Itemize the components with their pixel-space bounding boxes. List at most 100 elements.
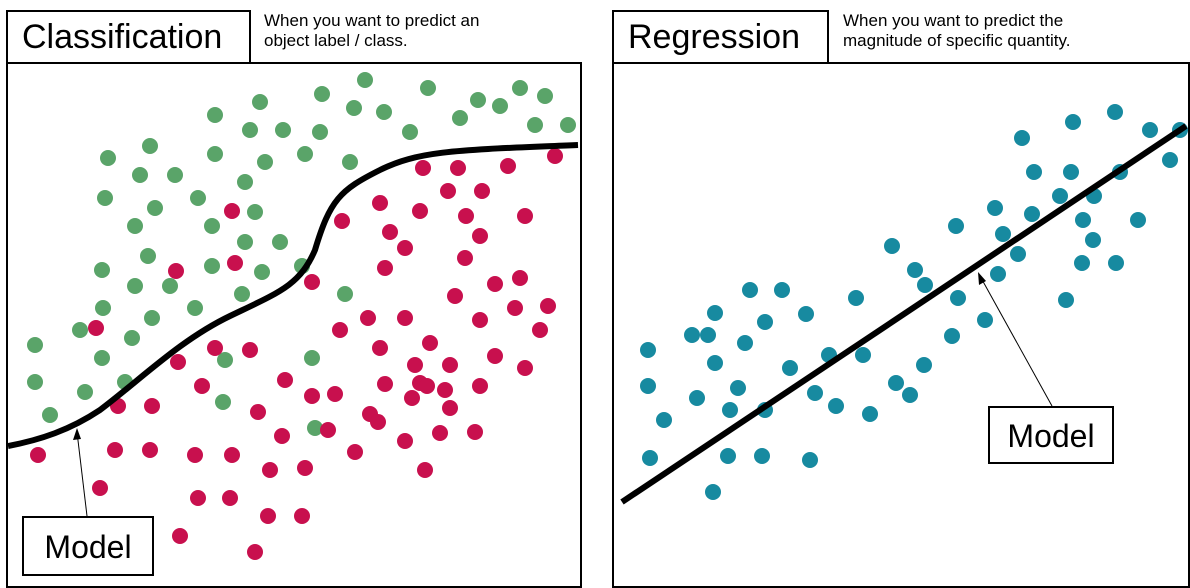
regression-plot-frame [612,62,1190,588]
class-a-point [527,117,543,133]
regression-point [754,448,770,464]
regression-point [640,342,656,358]
regression-point [916,357,932,373]
regression-point [737,335,753,351]
class-a-point [204,218,220,234]
class-b-point [142,442,158,458]
class-a-point [242,122,258,138]
regression-point [987,200,1003,216]
regression-point [1063,164,1079,180]
classification-points [27,72,576,560]
class-a-point [72,322,88,338]
class-b-point [404,390,420,406]
class-b-point [332,322,348,338]
class-b-point [304,274,320,290]
class-a-point [420,80,436,96]
class-a-point [376,104,392,120]
regression-point [1074,255,1090,271]
class-a-point [314,86,330,102]
regression-point [707,305,723,321]
regression-point [1107,104,1123,120]
class-a-point [560,117,576,133]
class-b-point [224,447,240,463]
class-a-point [162,278,178,294]
class-b-point [224,203,240,219]
class-a-point [512,80,528,96]
class-b-point [107,442,123,458]
regression-point [848,290,864,306]
regression-point [798,306,814,322]
class-a-point [187,300,203,316]
regression-point [720,448,736,464]
regression-point [990,266,1006,282]
class-b-point [168,263,184,279]
classification-description: When you want to predict an object label… [264,11,480,50]
class-b-point [447,288,463,304]
class-a-point [247,204,263,220]
class-a-point [452,110,468,126]
class-b-point [472,228,488,244]
class-b-point [294,508,310,524]
class-b-point [190,490,206,506]
class-b-point [458,208,474,224]
regression-point [1052,188,1068,204]
class-b-point [487,276,503,292]
class-b-point [517,208,533,224]
regression-point [944,328,960,344]
class-b-point [417,462,433,478]
class-a-point [207,107,223,123]
class-a-point [275,122,291,138]
class-b-point [377,260,393,276]
class-a-point [234,286,250,302]
class-b-point [467,424,483,440]
regression-point [1026,164,1042,180]
class-a-point [127,218,143,234]
class-b-point [372,195,388,211]
class-b-point [370,414,386,430]
class-a-point [95,300,111,316]
regression-point [884,238,900,254]
class-a-point [97,190,113,206]
class-a-point [77,384,93,400]
class-b-point [334,213,350,229]
class-b-point [432,425,448,441]
class-b-point [450,160,466,176]
class-b-point [320,422,336,438]
regression-model-arrow [979,275,1053,407]
class-b-point [327,386,343,402]
class-a-point [337,286,353,302]
regression-point [742,282,758,298]
regression-point [1065,114,1081,130]
class-a-point [217,352,233,368]
class-a-point [537,88,553,104]
class-a-point [144,310,160,326]
class-b-point [457,250,473,266]
class-a-point [94,262,110,278]
class-b-point [419,378,435,394]
class-b-point [207,340,223,356]
regression-point [1058,292,1074,308]
class-a-point [190,190,206,206]
regression-point [1108,255,1124,271]
class-a-point [297,146,313,162]
class-a-point [257,154,273,170]
class-a-point [27,374,43,390]
classification-model-arrow [76,431,88,517]
class-b-point [422,335,438,351]
class-b-point [540,298,556,314]
class-b-point [144,398,160,414]
regression-point [707,355,723,371]
class-b-point [304,388,320,404]
class-a-point [357,72,373,88]
regression-point [640,378,656,394]
class-b-point [437,382,453,398]
regression-point [1010,246,1026,262]
classification-model-label: Model [22,516,154,576]
class-a-point [142,138,158,154]
class-b-point [30,447,46,463]
class-a-point [147,200,163,216]
class-b-point [415,160,431,176]
regression-point [802,452,818,468]
class-b-point [382,224,398,240]
